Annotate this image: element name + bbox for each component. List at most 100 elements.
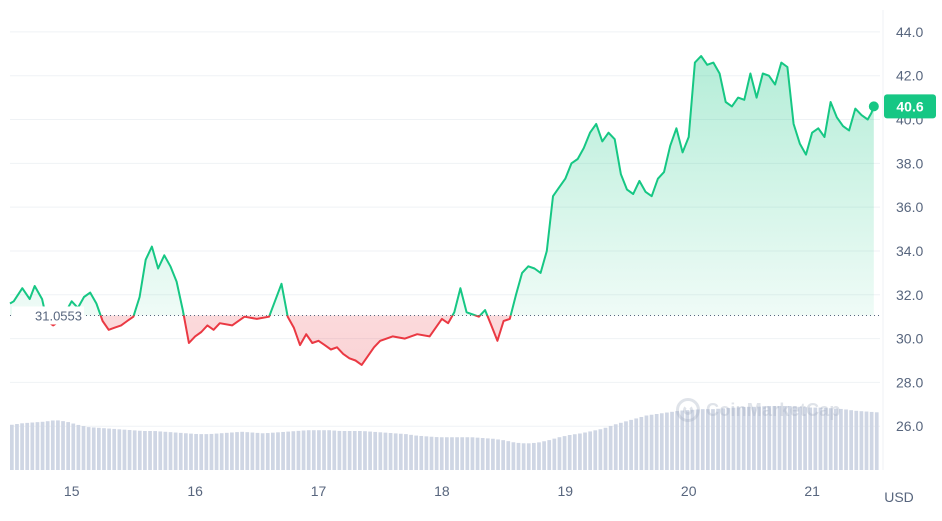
volume-bar [245,432,250,470]
volume-bar [475,437,480,470]
volume-bar [798,406,802,470]
x-tick-label: 19 [558,483,574,499]
volume-bar [803,407,807,470]
volume-bar [337,430,342,470]
volume-bar [45,421,50,470]
volume-bar [455,437,459,470]
last-price-badge [884,94,936,119]
y-tick-label: 28.0 [896,374,923,390]
volume-bar [578,433,582,470]
volume-bar [736,407,741,470]
volume-bar [327,430,332,470]
volume-bar [782,406,787,470]
volume-bar [762,406,767,470]
volume-bar [445,437,449,470]
volume-bar [588,431,593,470]
price-line [9,55,875,366]
volume-bar [419,435,424,470]
volume-bar [629,419,633,470]
volume-bar [480,438,485,470]
volume-bar [276,432,280,470]
volume-bar [501,440,506,470]
volume-bar [726,408,731,470]
volume-bar [163,431,168,470]
volume-bar [634,418,639,470]
volume-bar [143,431,147,470]
volume-bar [204,434,209,470]
volume-bar [680,410,685,470]
volume-bar [511,442,516,470]
volume-bar [644,415,649,470]
volume-bar [178,432,183,470]
price-area-up [10,56,874,316]
volume-bar [173,432,178,470]
volume-bar [828,408,833,470]
volume-bar [849,410,854,470]
currency-label: USD [884,489,914,505]
volume-bar [398,433,403,470]
volume-bar [168,432,173,470]
volume-bar [506,441,511,470]
x-tick-label: 21 [804,483,820,499]
volume-bar [808,407,813,470]
volume-bar [311,430,316,470]
x-tick-label: 16 [187,483,203,499]
y-tick-label: 38.0 [896,155,923,171]
volume-bar [521,443,526,470]
volume-bar [839,408,843,470]
volume-bar [572,434,577,470]
volume-bar [332,430,337,470]
x-tick-label: 18 [434,483,450,499]
volume-bar [214,433,219,470]
volume-bar [844,409,848,470]
volume-bar [363,431,367,470]
volume-bar [567,435,572,470]
volume-bar [741,406,746,470]
volume-bar [624,421,628,470]
volume-bar [659,413,664,470]
volume-bar [81,426,86,470]
volume-bar [547,440,552,470]
volume-bar [859,411,864,470]
volume-bar [752,406,756,470]
volume-bar [15,424,19,470]
volume-bar [97,427,101,470]
volume-bar [255,432,260,470]
volume-bar [342,431,347,470]
volume-bar [731,407,736,470]
volume-bar [235,432,239,470]
y-tick-label: 42.0 [896,68,923,84]
volume-bar [439,437,444,470]
volume-bar [869,411,874,470]
baseline-label: 31.0553 [35,308,82,323]
volume-bar [199,434,204,470]
volume-bar [352,431,357,470]
volume-bar [613,424,618,470]
volume-bar [132,430,137,470]
volume-bar [71,423,76,470]
price-line-up [9,55,875,316]
volume-bar [117,429,122,470]
volume-bar [649,414,654,470]
volume-bar [833,408,838,470]
volume-bar [608,425,613,470]
volume-bar [639,416,644,470]
volume-bar [685,410,690,470]
volume-bar [347,431,352,470]
volume-bar [122,429,127,470]
volume-bar [557,437,562,470]
y-tick-label: 26.0 [896,418,923,434]
volume-bar [583,432,587,470]
volume-bar [388,433,393,470]
volume-bar [209,433,214,470]
volume-bar [491,438,495,470]
volume-bar [153,431,158,470]
x-axis: 15 16 17 18 19 20 21 [64,483,820,499]
volume-bar [532,442,536,470]
y-tick-label: 36.0 [896,199,923,215]
volume-bar [322,430,326,470]
volume-bar [250,432,255,470]
volume-bar [793,406,797,470]
volume-bar [485,438,490,470]
